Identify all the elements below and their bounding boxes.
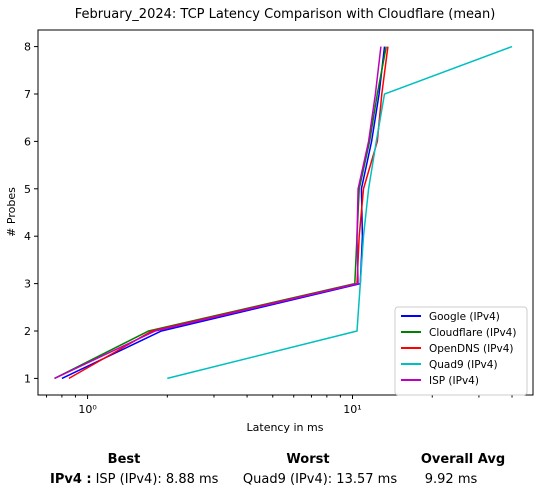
latency-chart: February_2024: TCP Latency Comparison wi…: [5, 7, 534, 434]
best-header: Best: [107, 452, 141, 467]
series-line-1: [54, 46, 387, 380]
x-tick-label: 10⁰: [78, 403, 97, 416]
y-tick-label: 6: [24, 135, 31, 148]
series-lines: [54, 45, 513, 380]
legend-entry: Cloudflare (IPv4): [429, 327, 516, 339]
y-axis: 1 2 3 4 5 6 7 8: [24, 41, 38, 385]
worst-value: Quad9 (IPv4): 13.57 ms: [242, 472, 398, 487]
series-line-2: [68, 46, 389, 380]
ipv4-row-label: IPv4 :: [50, 472, 92, 487]
series-line-0: [61, 46, 386, 380]
legend-entry: Quad9 (IPv4): [429, 359, 498, 371]
y-tick-label: 3: [24, 278, 31, 291]
legend-entry: Google (IPv4): [429, 311, 500, 323]
y-tick-label: 7: [24, 88, 31, 101]
x-axis: 10⁰ 10¹: [46, 395, 513, 416]
worst-header: Worst: [286, 452, 330, 467]
y-axis-label: # Probes: [5, 187, 18, 237]
legend: Google (IPv4) Cloudflare (IPv4) OpenDNS (I…: [394, 306, 528, 396]
y-tick-label: 1: [24, 372, 31, 385]
series-line-3: [167, 45, 513, 380]
series-line-4: [54, 46, 382, 380]
summary-table: Best Worst Overall Avg IPv4 : ISP (IPv4)…: [0, 448, 541, 494]
best-value: ISP (IPv4): 8.88 ms: [95, 472, 219, 487]
y-tick-label: 5: [24, 183, 31, 196]
legend-entry: ISP (IPv4): [429, 375, 479, 387]
legend-entry: OpenDNS (IPv4): [429, 343, 514, 355]
x-axis-label: Latency in ms: [247, 421, 324, 434]
plot-area: [37, 29, 534, 396]
chart-title: February_2024: TCP Latency Comparison wi…: [75, 7, 496, 22]
y-tick-label: 2: [24, 325, 31, 338]
overall-avg-value: 9.92 ms: [424, 472, 478, 487]
y-tick-label: 8: [24, 41, 31, 54]
legend-box: [394, 306, 528, 396]
y-tick-label: 4: [24, 230, 31, 243]
overall-avg-header: Overall Avg: [420, 452, 506, 467]
x-tick-label: 10¹: [343, 403, 361, 416]
